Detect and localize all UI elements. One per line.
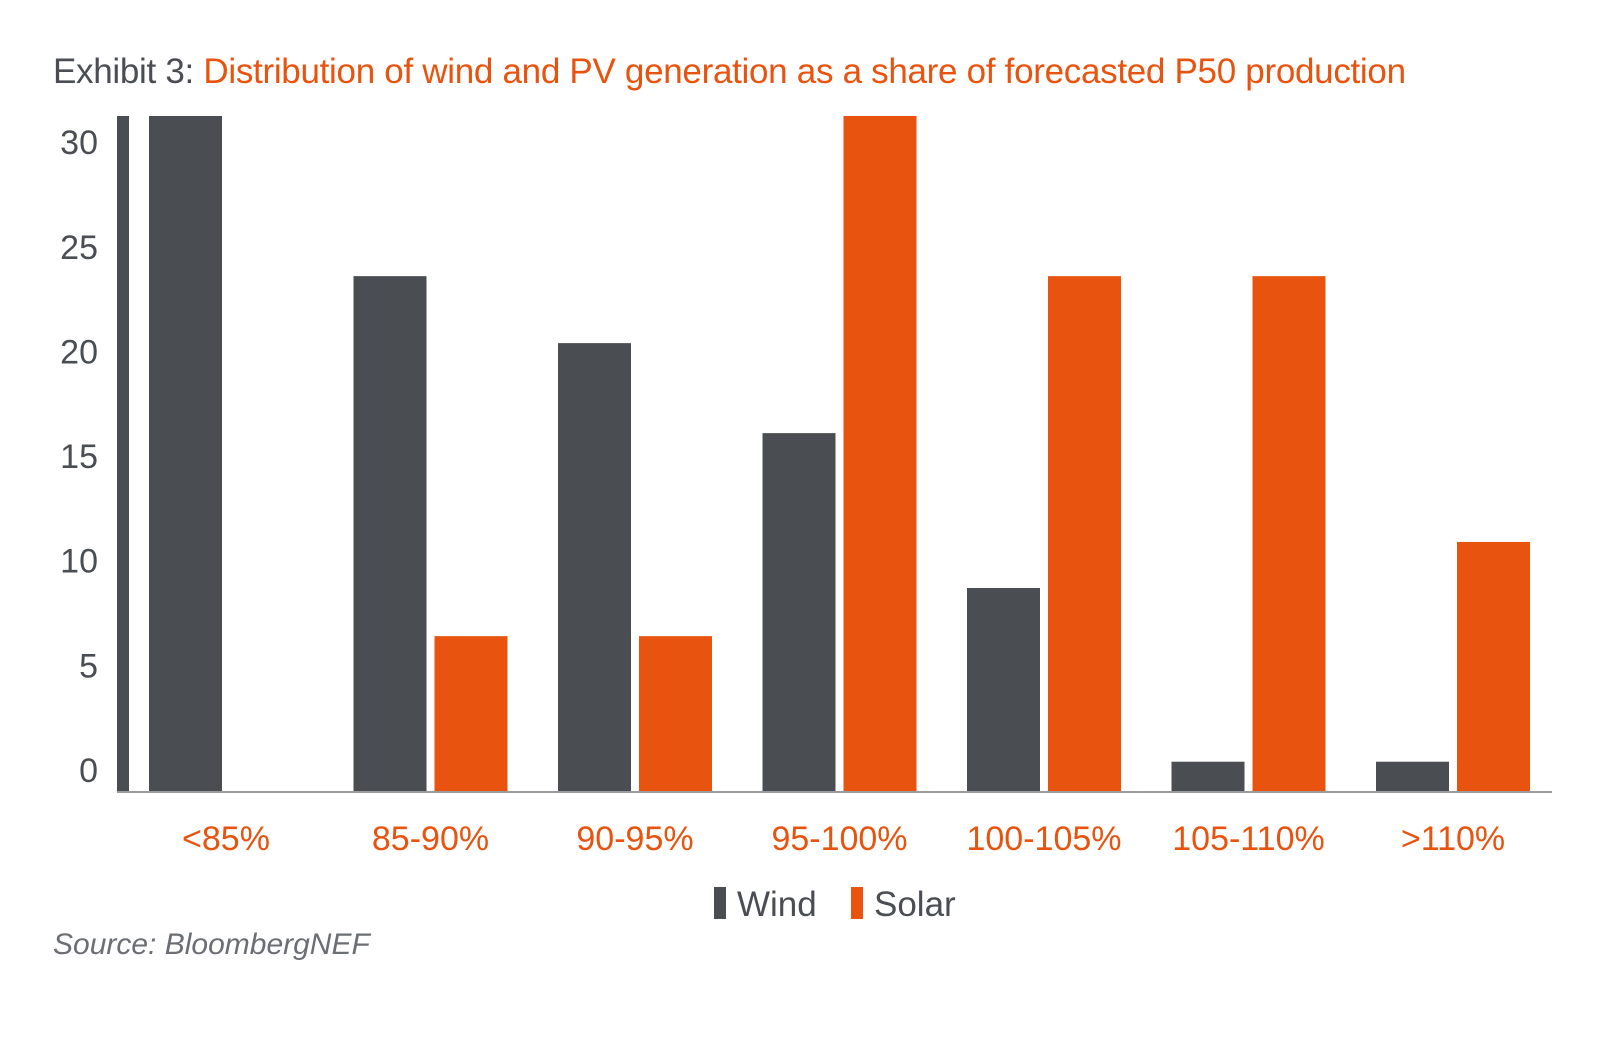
solar-bar [1252, 276, 1326, 792]
x-tick-label: 85-90% [372, 820, 489, 858]
y-axis-line [117, 116, 129, 792]
solar-bar [843, 116, 917, 792]
y-tick-label: 25 [60, 229, 98, 267]
chart-title: Exhibit 3: Distribution of wind and PV g… [53, 52, 1406, 92]
x-tick-label: 95-100% [771, 820, 907, 858]
x-tick-label: <85% [182, 820, 270, 858]
solar-bar [639, 636, 712, 792]
solar-bar [1048, 276, 1121, 792]
solar-bar [1457, 541, 1530, 792]
x-tick-label: 100-105% [966, 820, 1121, 858]
chart-title-main: Distribution of wind and PV generation a… [203, 52, 1406, 91]
wind-bar [558, 343, 631, 792]
y-tick-label: 10 [60, 543, 98, 581]
legend-label-solar: Solar [874, 885, 956, 924]
legend-swatch-solar [851, 887, 863, 919]
y-tick-label: 30 [60, 124, 98, 162]
wind-bar [762, 433, 836, 792]
y-tick-label: 5 [79, 647, 98, 685]
chart-title-prefix: Exhibit 3: [53, 52, 204, 91]
x-tick-label: >110% [1401, 820, 1505, 858]
source-note: Source: BloombergNEF [53, 928, 370, 961]
y-tick-label: 0 [79, 752, 98, 790]
x-tick-label: 105-110% [1172, 820, 1325, 858]
legend-label-wind: Wind [737, 885, 817, 924]
legend-swatch-wind [714, 887, 726, 919]
wind-bar [1376, 761, 1449, 792]
x-tick-label: 90-95% [576, 820, 693, 858]
wind-bar [967, 588, 1040, 792]
solar-bar [434, 636, 508, 792]
wind-bar [353, 276, 427, 792]
wind-bar [149, 116, 222, 792]
y-tick-label: 15 [60, 438, 98, 476]
wind-bar [1171, 761, 1245, 792]
y-tick-label: 20 [60, 333, 98, 371]
